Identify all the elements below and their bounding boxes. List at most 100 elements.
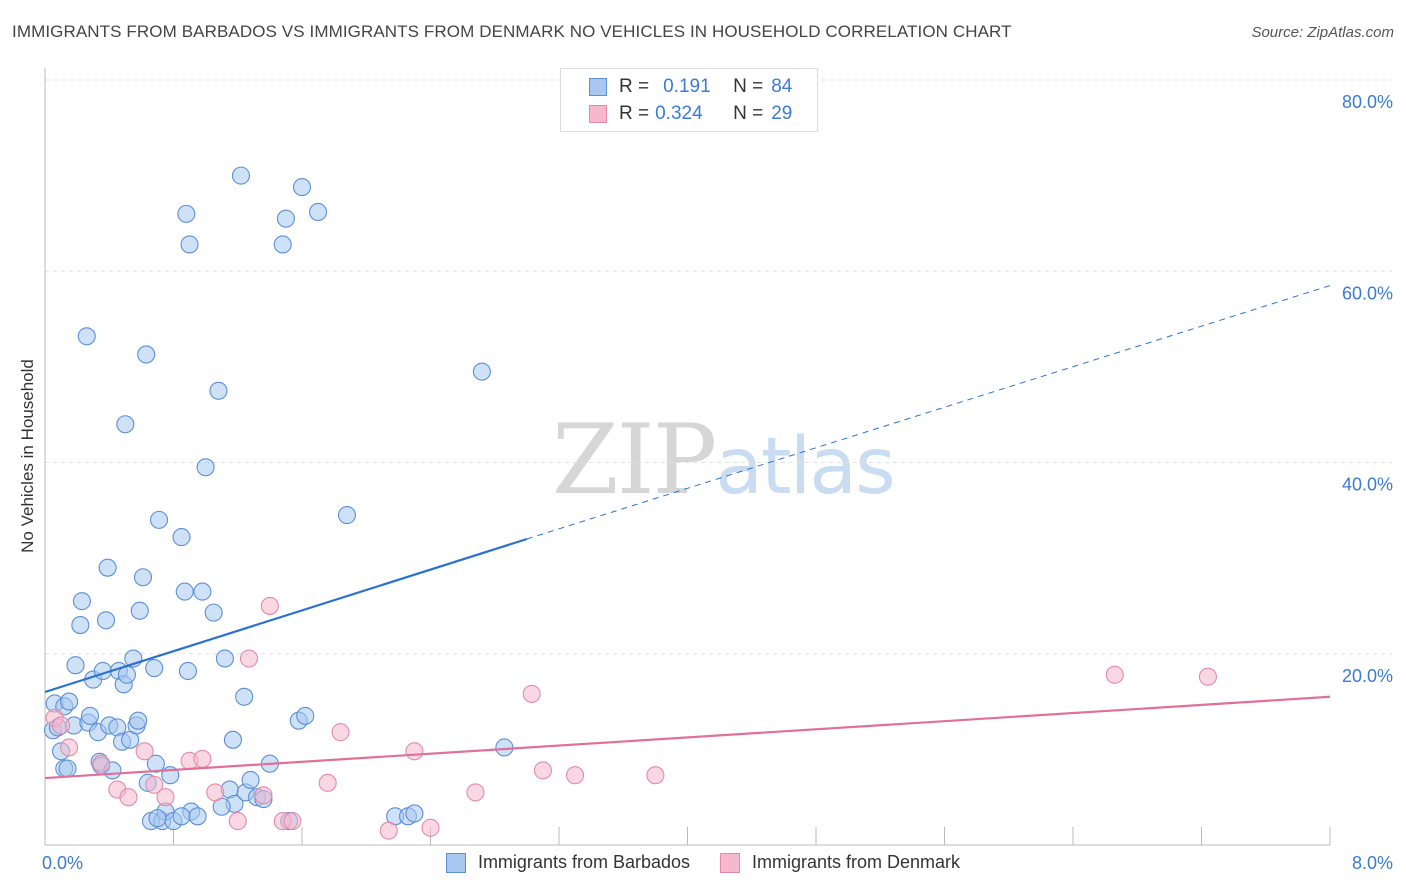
x-tick-label: 0.0% [42, 853, 83, 873]
series-name-barbados: Immigrants from Barbados [477, 852, 691, 872]
barbados-point [495, 738, 514, 757]
barbados-point [309, 202, 328, 222]
denmark-point [92, 754, 111, 773]
legend-r-value: 0.191 [663, 76, 711, 97]
barbados-point [292, 178, 312, 197]
barbados-point [60, 692, 79, 711]
barbados-point [273, 235, 292, 254]
denmark-trend-line [44, 695, 1331, 780]
denmark-point [1105, 665, 1124, 684]
barbados-point [235, 687, 254, 706]
barbados-point [71, 616, 90, 635]
barbados-point [178, 661, 198, 681]
denmark-point [646, 766, 665, 785]
denmark-point [331, 723, 350, 742]
watermark: ZIPatlas [552, 404, 896, 516]
legend-n-value: 29 [771, 103, 793, 124]
denmark-point [206, 783, 225, 802]
barbados-point [405, 804, 424, 823]
denmark-point [239, 649, 259, 668]
denmark-point [119, 788, 138, 807]
barbados-point [116, 415, 135, 434]
legend-n-label: N = [733, 76, 764, 97]
barbados-point [149, 510, 169, 529]
y-tick-label: 20.0% [1342, 666, 1393, 686]
series-swatch-barbados [445, 852, 466, 873]
denmark-point [1198, 667, 1217, 686]
source-credit: Source: ZipAtlas.com [1251, 24, 1394, 41]
barbados-point [129, 711, 148, 730]
y-tick-label: 80.0% [1342, 92, 1393, 112]
barbados-point [80, 706, 100, 725]
watermark-zip: ZIP [552, 404, 717, 516]
barbados-point [472, 362, 491, 381]
barbados-point [98, 558, 117, 577]
legend-swatch-barbados [589, 78, 607, 96]
legend-r-label: R = [619, 103, 650, 124]
barbados-point [276, 209, 295, 228]
barbados-point [77, 327, 96, 346]
y-tick-label: 60.0% [1342, 283, 1393, 303]
barbados-point [296, 706, 315, 725]
denmark-point [318, 773, 337, 792]
barbados-point [215, 649, 234, 668]
denmark-point [421, 818, 440, 837]
barbados-point [66, 656, 85, 675]
denmark-point [135, 742, 154, 761]
legend-row-barbados: R = 0.191 N = 84 [589, 75, 792, 99]
barbados-point [188, 807, 207, 826]
denmark-point [522, 684, 541, 703]
legend-n-value: 84 [771, 76, 793, 97]
denmark-point [283, 812, 302, 831]
denmark-point [466, 783, 485, 802]
barbados-point [193, 582, 212, 601]
barbados-point [241, 770, 260, 790]
barbados-point [148, 809, 167, 828]
barbados-point [172, 528, 191, 547]
barbados-point [137, 345, 156, 364]
barbados-trend-extension [526, 285, 1331, 540]
denmark-point [193, 749, 212, 768]
barbados-point [175, 582, 194, 601]
barbados-point [146, 754, 165, 773]
legend-swatch-denmark [589, 105, 607, 123]
denmark-point [52, 716, 71, 735]
watermark-atlas: atlas [715, 422, 895, 512]
denmark-point [228, 812, 247, 831]
legend-row-denmark: R = 0.324 N = 29 [589, 102, 792, 126]
legend-r-value: 0.324 [655, 103, 703, 124]
legend-r-label: R = [619, 76, 650, 97]
barbados-point [96, 611, 116, 630]
barbados-point [145, 659, 164, 678]
barbados-trend-line [44, 537, 528, 694]
x-tick-label: 8.0% [1352, 853, 1393, 873]
series-legend-denmark: Immigrants from Denmark [720, 852, 960, 873]
correlation-legend: R = 0.191 N = 84 R = 0.324 N = 29 [560, 68, 818, 132]
chart-title: IMMIGRANTS FROM BARBADOS VS IMMIGRANTS F… [12, 22, 1012, 41]
denmark-point [379, 821, 398, 840]
barbados-point [231, 166, 251, 185]
denmark-point [260, 596, 279, 615]
legend-n-label: N = [733, 103, 764, 124]
y-tick-label: 40.0% [1342, 475, 1393, 495]
barbados-point [72, 592, 91, 611]
barbados-point [58, 759, 77, 778]
denmark-point [254, 786, 273, 805]
denmark-point [405, 742, 424, 761]
denmark-point [60, 738, 79, 757]
barbados-point [204, 603, 223, 622]
series-swatch-denmark [720, 852, 741, 873]
barbados-point [337, 506, 357, 525]
barbados-point [172, 807, 191, 826]
denmark-point [156, 788, 175, 807]
series-name-denmark: Immigrants from Denmark [752, 852, 961, 872]
denmark-point [533, 761, 552, 780]
barbados-point [209, 381, 228, 400]
series-legend: Immigrants from Barbados Immigrants from… [0, 852, 1406, 873]
denmark-point [145, 775, 164, 794]
barbados-point [133, 568, 153, 587]
barbados-point [130, 601, 149, 620]
series-legend-barbados: Immigrants from Barbados [445, 852, 691, 873]
barbados-point [180, 235, 199, 254]
